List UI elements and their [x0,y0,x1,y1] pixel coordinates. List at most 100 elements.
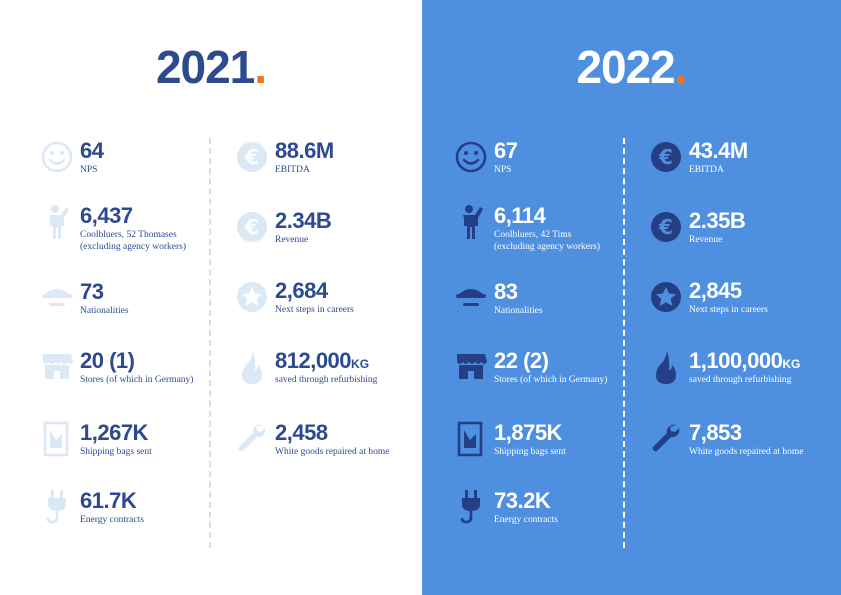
smiley-icon [40,138,74,176]
store-icon [454,348,488,386]
panel-2021: 2021. 64 NPS 6,437 Coolbluers, 52 Thomas… [0,40,422,548]
stat-stores: 20 (1) Stores (of which in Germany) [40,348,240,398]
stat-label: Stores (of which in Germany) [494,375,608,385]
stat-label-line2: (excluding agency workers) [494,242,601,252]
stat-value: 6,437 [80,203,133,228]
flame-icon [649,348,683,386]
stat-repairs: 2,458 White goods repaired at home [235,420,435,470]
stat-label: Next steps in careers [689,305,768,315]
stat-value: 88.6M [275,138,334,163]
stat-revenue: € 2.35B Revenue [649,208,841,258]
stat-label: Energy contracts [494,515,558,525]
stat-careers: 2,845 Next steps in careers [649,278,841,328]
stat-label: saved through refurbishing [689,375,792,385]
plug-icon [40,488,74,526]
cap-icon [40,279,74,317]
stat-label: White goods repaired at home [275,447,390,457]
wrench-icon [235,420,269,458]
stat-label: Nationalities [494,306,543,316]
shipping-bag-icon [454,420,488,458]
stat-label: Coolbluers, 42 Tims (excluding agency wor… [494,229,664,253]
stat-value: 2,845 [689,278,742,303]
stat-people: 6,114 Coolbluers, 42 Tims (excluding agen… [454,203,654,253]
stat-value: 67 [494,138,518,163]
year-title: 2022. [422,40,841,94]
stat-label: Shipping bags sent [80,447,152,457]
stat-label: Revenue [275,235,309,245]
shipping-bag-icon [40,420,74,458]
column-divider [623,138,625,548]
plug-icon [454,488,488,526]
euro-icon: € [235,138,269,176]
stat-label: Shipping bags sent [494,447,566,457]
stat-people: 6,437 Coolbluers, 52 Thomases (excluding … [40,203,240,253]
column-divider [209,138,211,548]
stat-label: EBITDA [275,165,310,175]
year-number: 2021 [155,41,255,93]
stat-stores: 22 (2) Stores (of which in Germany) [454,348,654,398]
stat-value: 6,114 [494,203,546,228]
stat-value: 1,875K [494,420,562,445]
stat-label: Stores (of which in Germany) [80,375,194,385]
stat-value: 812,000KG [275,348,369,377]
person-waving-icon [40,203,74,241]
stat-energy: 73.2K Energy contracts [454,488,654,538]
stat-value: 73.2K [494,488,551,513]
stat-value: 2,458 [275,420,328,445]
stat-label-line1: Coolbluers, 42 Tims [494,230,572,240]
svg-text:€: € [244,215,259,239]
year-number: 2022 [576,41,675,93]
euro-icon: € [235,208,269,246]
stat-bags: 1,875K Shipping bags sent [454,420,654,470]
stat-label: NPS [80,165,98,175]
stat-value: 22 (2) [494,348,549,373]
stat-value: 1,267K [80,420,148,445]
stat-label: Coolbluers, 52 Thomases (excluding agency… [80,229,250,253]
year-dot: . [254,41,267,93]
svg-text:€: € [658,215,673,239]
stat-label: Revenue [689,235,723,245]
panel-2022: 2022. 67 NPS 6,114 Coolbluers, 42 Tims (e… [422,0,841,595]
stat-value: 7,853 [689,420,742,445]
flame-icon [235,348,269,386]
stat-value: 64 [80,138,104,163]
stat-careers: 2,684 Next steps in careers [235,278,435,328]
stat-label: Nationalities [80,306,129,316]
star-icon [235,278,269,316]
stat-energy: 61.7K Energy contracts [40,488,240,538]
wrench-icon [649,420,683,458]
stat-label-line1: Coolbluers, 52 Thomases [80,230,177,240]
stat-label: White goods repaired at home [689,447,804,457]
stat-refurb: 812,000KG saved through refurbishing [235,348,435,398]
stat-value: 2.34B [275,208,332,233]
smiley-icon [454,138,488,176]
year-title: 2021. [0,40,422,94]
star-icon [649,278,683,316]
stat-label-line2: (excluding agency workers) [80,242,187,252]
stat-label: NPS [494,165,512,175]
stat-nationalities: 83 Nationalities [454,279,654,329]
svg-text:€: € [244,145,259,169]
stat-value-number: 812,000 [275,348,352,373]
euro-icon: € [649,208,683,246]
store-icon [40,348,74,386]
stat-ebitda: € 43.4M EBITDA [649,138,841,188]
stat-value-unit: KG [351,357,370,371]
stat-label: Energy contracts [80,515,144,525]
person-waving-icon [454,203,488,241]
stat-refurb: 1,100,000KG saved through refurbishing [649,348,841,398]
stat-value: 2.35B [689,208,746,233]
stat-nationalities: 73 Nationalities [40,279,240,329]
stat-value-unit: KG [782,357,801,371]
svg-text:€: € [658,145,673,169]
stat-value: 43.4M [689,138,748,163]
stat-value: 61.7K [80,488,137,513]
stat-label: saved through refurbishing [275,375,378,385]
stat-value: 73 [80,279,104,304]
stat-label: EBITDA [689,165,724,175]
stat-label: Next steps in careers [275,305,354,315]
stat-bags: 1,267K Shipping bags sent [40,420,240,470]
year-dot: . [674,41,688,93]
euro-icon: € [649,138,683,176]
stat-value: 1,100,000KG [689,348,800,377]
